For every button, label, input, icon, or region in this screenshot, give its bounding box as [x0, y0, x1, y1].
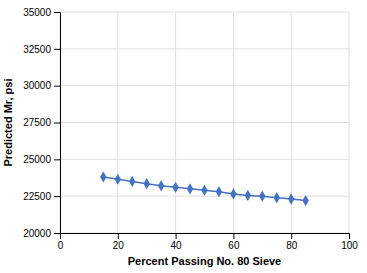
y-tick-mark	[54, 196, 60, 197]
grid-line-y	[60, 122, 349, 123]
x-tick: 0	[58, 233, 64, 251]
grid-line-x	[349, 12, 350, 233]
y-tick-label: 35000	[23, 7, 51, 18]
x-tick: 20	[113, 233, 125, 251]
x-tick-label: 40	[171, 240, 183, 251]
x-tick-mark	[176, 233, 177, 239]
y-tick-mark	[54, 49, 60, 50]
y-tick: 22500	[23, 191, 60, 202]
grid-line-y	[60, 12, 349, 13]
point	[216, 186, 222, 197]
y-tick: 35000	[23, 7, 60, 18]
point	[230, 188, 236, 199]
y-tick-label: 20000	[23, 228, 51, 239]
point	[245, 190, 251, 201]
x-axis-line	[61, 234, 350, 240]
y-tick-mark	[54, 86, 60, 87]
x-tick: 100	[341, 233, 358, 251]
x-axis-title: Percent Passing No. 80 Sieve	[128, 255, 281, 267]
y-tick-mark	[54, 123, 60, 124]
grid	[60, 12, 349, 233]
point	[288, 194, 294, 205]
y-axis-title: Predicted Mr, psi	[2, 78, 14, 166]
x-tick-mark	[233, 233, 234, 239]
chart: 0 20 40 60 80 100 20000 22500 25000 27500 30000 325…	[0, 0, 367, 273]
point	[158, 180, 164, 191]
y-tick: 20000	[23, 228, 60, 239]
point	[115, 174, 121, 185]
x-tick-label: 60	[228, 240, 240, 251]
point	[100, 171, 106, 182]
x-tick-label: 100	[341, 240, 358, 251]
y-tick: 27500	[23, 117, 60, 128]
point	[259, 191, 265, 202]
x-tick-label: 80	[286, 240, 298, 251]
y-tick-label: 27500	[23, 117, 51, 128]
y-axis-line	[54, 13, 61, 234]
plot: 0 20 40 60 80 100 20000 22500 25000 27500 30000 325…	[2, 7, 358, 267]
point	[129, 176, 135, 187]
y-tick-label: 25000	[23, 154, 51, 165]
marks	[100, 171, 309, 206]
y-tick-label: 22500	[23, 191, 51, 202]
y-tick-mark	[54, 233, 60, 234]
y-tick-mark	[54, 159, 60, 160]
y-axis: 20000 22500 25000 27500 30000 32500 35000	[23, 7, 60, 239]
point	[187, 183, 193, 194]
point	[172, 182, 178, 193]
y-tick-mark	[54, 12, 60, 13]
x-tick: 60	[228, 233, 240, 251]
grid-line-y	[60, 159, 349, 160]
y-tick: 32500	[23, 44, 60, 55]
y-tick: 25000	[23, 154, 60, 165]
y-tick-label: 30000	[23, 80, 51, 91]
point	[143, 178, 149, 189]
x-tick: 40	[171, 233, 183, 251]
x-tick: 80	[286, 233, 298, 251]
grid-line-y	[60, 48, 349, 49]
grid-line-x	[175, 12, 176, 233]
point	[274, 192, 280, 203]
y-tick-label: 32500	[23, 44, 51, 55]
x-tick-mark	[291, 233, 292, 239]
grid-line-y	[60, 85, 349, 86]
x-tick-mark	[349, 233, 350, 239]
point	[201, 185, 207, 196]
grid-line-x	[117, 12, 118, 233]
x-tick-label: 0	[58, 240, 64, 251]
y-tick: 30000	[23, 80, 60, 91]
x-tick-label: 20	[113, 240, 125, 251]
x-axis: 0 20 40 60 80 100	[58, 233, 359, 251]
x-tick-mark	[118, 233, 119, 239]
grid-line-x	[233, 12, 234, 233]
point	[302, 195, 308, 206]
